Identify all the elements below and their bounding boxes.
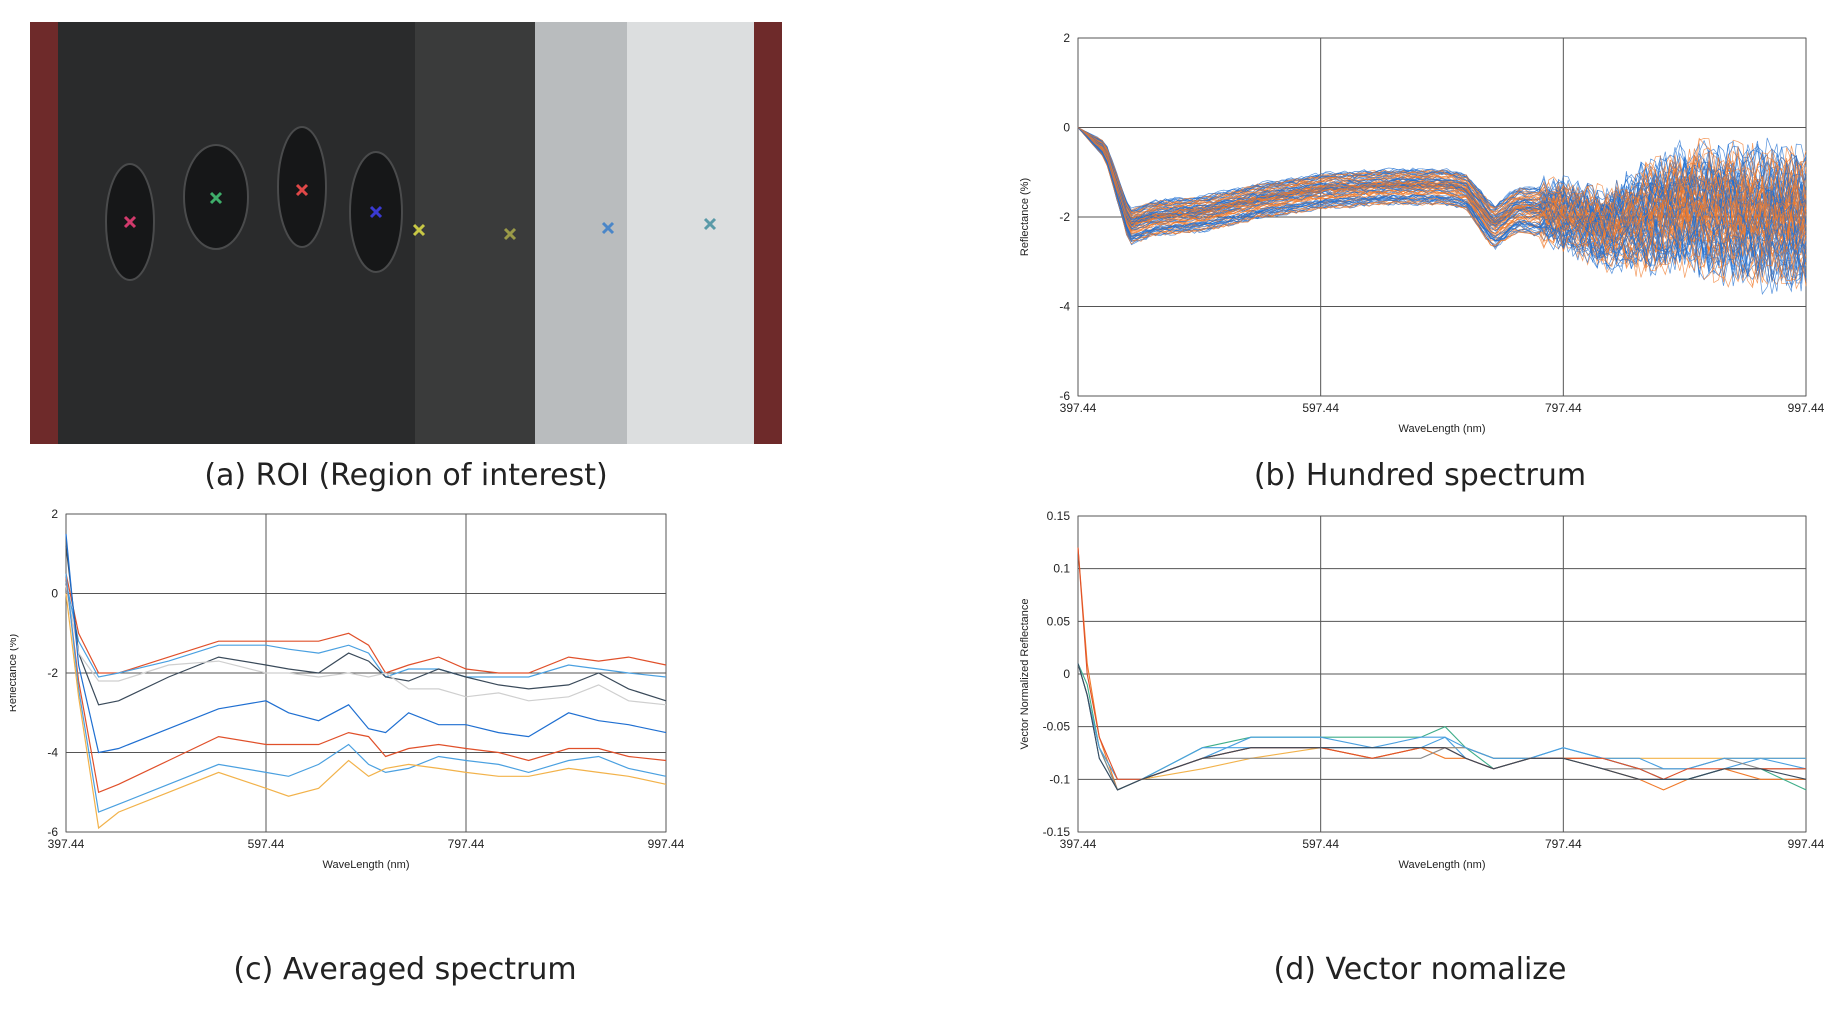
y-tick-label: 0.15: [1047, 509, 1071, 523]
x-tick-label: 597.44: [248, 837, 285, 851]
caption-d: (d) Vector nomalize: [1273, 952, 1567, 987]
series-group: [1077, 127, 1807, 295]
averaged-spectrum-line: [65, 573, 667, 674]
roi-marker-2-b: [209, 191, 223, 205]
x-tick-label: 397.44: [1060, 837, 1097, 851]
caption-b: (b) Hundred spectrum: [1253, 458, 1587, 493]
y-tick-label: -4: [1059, 300, 1070, 314]
roi-marker-4-b: [369, 205, 383, 219]
normalized-spectrum-line: [1077, 663, 1807, 791]
y-tick-label: 0.05: [1047, 614, 1071, 628]
y-tick-label: -0.15: [1043, 825, 1071, 839]
roi-left-border: [30, 22, 58, 444]
averaged-spectrum-line: [65, 545, 667, 706]
x-tick-label: 797.44: [1545, 837, 1582, 851]
y-tick-label: -0.05: [1043, 720, 1071, 734]
spectrum-line: [1077, 127, 1807, 245]
y-tick-label: 0: [51, 587, 58, 601]
seed-3: [277, 126, 327, 248]
x-axis-label: WaveLength (nm): [1398, 859, 1485, 871]
y-tick-label: -6: [47, 825, 58, 839]
roi-light-strip: [535, 22, 627, 444]
roi-markers: [123, 183, 717, 241]
y-tick-label: -2: [1059, 210, 1070, 224]
spectrum-line: [1077, 127, 1807, 267]
y-tick-label: 0: [1063, 667, 1070, 681]
roi-marker-3-b: [295, 183, 309, 197]
spectrum-line: [1077, 127, 1807, 231]
x-tick-label: 397.44: [1060, 401, 1097, 415]
x-tick-label: 997.44: [648, 837, 685, 851]
roi-image: [30, 22, 782, 444]
caption-c: (c) Averaged spectrum: [233, 952, 577, 987]
x-tick-label: 397.44: [48, 837, 85, 851]
averaged-spectrum-line: [65, 573, 667, 813]
x-tick-label: 597.44: [1302, 837, 1339, 851]
averaged-spectrum-line: [65, 593, 667, 830]
spectrum-line: [1077, 127, 1807, 283]
spectrum-line: [1077, 127, 1807, 213]
x-tick-label: 797.44: [448, 837, 485, 851]
x-tick-label: 997.44: [1788, 837, 1825, 851]
spectrum-line: [1077, 127, 1807, 290]
x-tick-label: 797.44: [1545, 401, 1582, 415]
y-tick-label: 2: [1063, 31, 1070, 45]
spectrum-line: [1077, 127, 1807, 257]
spectrum-line: [1077, 127, 1807, 214]
roi-marker-5-b: [412, 223, 426, 237]
averaged-spectrum-line: [65, 581, 667, 678]
roi-right-border: [754, 22, 782, 444]
spectrum-line: [1077, 127, 1807, 220]
averaged-spectrum-line: [65, 585, 667, 706]
spectrum-line: [1077, 127, 1807, 283]
averaged-spectrum-line: [65, 577, 667, 794]
y-axis-label: Reflectance (%): [1019, 178, 1031, 256]
y-axis-label: Reflectance (%): [10, 634, 19, 712]
y-tick-label: -6: [1059, 389, 1070, 403]
spectrum-line: [1077, 127, 1807, 239]
roi-marker-7-b: [601, 221, 615, 235]
roi-marker-8-b: [703, 217, 717, 231]
averaged-spectrum-line: [65, 533, 667, 754]
x-tick-label: 597.44: [1302, 401, 1339, 415]
caption-a: (a) ROI (Region of interest): [204, 458, 608, 493]
y-axis-label: Vector Normalized Reflectance: [1019, 598, 1031, 749]
y-tick-label: 0: [1063, 121, 1070, 135]
y-tick-label: -2: [47, 666, 58, 680]
x-axis-label: WaveLength (nm): [1398, 423, 1485, 435]
y-tick-label: 0.1: [1053, 562, 1070, 576]
roi-marker-6-b: [503, 227, 517, 241]
y-tick-label: -4: [47, 746, 58, 760]
roi-gray-strip: [415, 22, 535, 444]
spectrum-line: [1077, 127, 1807, 289]
roi-white-strip: [627, 22, 754, 444]
roi-marker-1-b: [123, 215, 137, 229]
y-tick-label: 2: [51, 508, 58, 521]
spectrum-line: [1077, 127, 1807, 218]
spectrum-line: [1077, 127, 1807, 217]
spectrum-line: [1077, 127, 1807, 277]
x-axis-label: WaveLength (nm): [322, 859, 409, 871]
x-tick-label: 997.44: [1788, 401, 1825, 415]
spectrum-line: [1077, 127, 1807, 213]
spectrum-line: [1077, 127, 1807, 246]
y-tick-label: -0.1: [1049, 772, 1070, 786]
spectrum-line: [1077, 127, 1807, 260]
